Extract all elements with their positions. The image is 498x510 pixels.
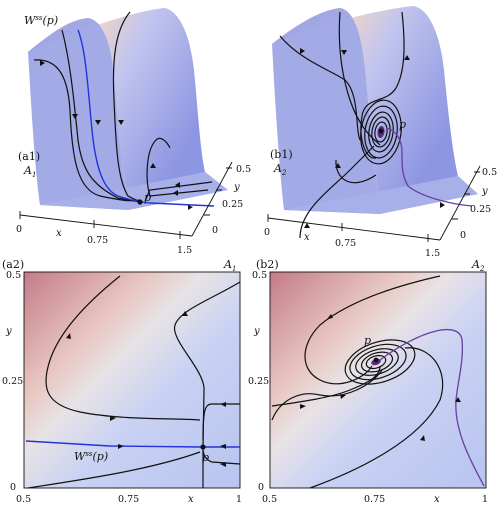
attractor-label-a1: A1 bbox=[23, 164, 36, 179]
panel-b1: (b1) A2 p 0 0.75 1.5 x 0 0.25 0.5 y bbox=[264, 6, 497, 259]
attractor-label-a2: A1 bbox=[223, 258, 236, 273]
y-tick-b2-2: 0.5 bbox=[252, 270, 267, 281]
panel-tag-a1: (a1) bbox=[18, 150, 40, 163]
plane-b2 bbox=[270, 272, 486, 488]
orbit-b2-3 bbox=[309, 347, 444, 489]
y-axis-b1 bbox=[439, 165, 481, 241]
p-label-a1: p bbox=[144, 191, 151, 204]
plane-a2 bbox=[24, 272, 240, 488]
p-label-b1: p bbox=[399, 118, 406, 131]
y-axis-a1 bbox=[191, 161, 233, 237]
x-tick-a1-1: 0.75 bbox=[87, 235, 108, 246]
orbit-a2-3 bbox=[202, 403, 240, 441]
panel-tag-a2: (a2) bbox=[2, 258, 24, 271]
panel-b2: (b2) A2 p 0 0.25 0.5 y 0.5 0.75 x 1 bbox=[248, 258, 488, 505]
x-tick-a2-1: 0.75 bbox=[118, 494, 139, 505]
orbit-b1-2 bbox=[360, 11, 405, 159]
x-label-b1: x bbox=[304, 232, 310, 243]
y-tick-a2-1: 0.25 bbox=[2, 376, 23, 387]
y-label-a1: y bbox=[233, 182, 240, 193]
surface-a1 bbox=[28, 8, 205, 196]
attractor-label-b2: A2 bbox=[471, 258, 485, 273]
x-tick-a2-0: 0.5 bbox=[16, 494, 31, 505]
x-tick-b2-0: 0.5 bbox=[262, 494, 277, 505]
x-axis-a1 bbox=[19, 214, 193, 237]
point-p-b1 bbox=[378, 128, 384, 134]
y-tick-a1-2: 0.5 bbox=[236, 164, 251, 175]
y-tick-a2-0: 0 bbox=[10, 482, 16, 493]
panel-a1: Wss(p) (a1) A1 p 0 0.75 1.5 x 0 0.25 0.5… bbox=[16, 8, 251, 256]
orbit-a2-5 bbox=[27, 451, 201, 489]
surface-a1-base bbox=[28, 18, 228, 210]
x-axis-b1 bbox=[267, 217, 441, 241]
orbit-b1-purple bbox=[385, 127, 473, 207]
x-label-b2: x bbox=[434, 494, 440, 505]
y-tick-a2-2: 0.5 bbox=[6, 270, 21, 281]
y-tick-a1-1: 0.25 bbox=[222, 199, 243, 210]
orbit-a2-2 bbox=[174, 281, 241, 447]
x-tick-a1-2: 1.5 bbox=[177, 245, 192, 256]
x-label-a2: x bbox=[188, 494, 194, 505]
orbit-b2-purple bbox=[379, 328, 485, 487]
x-tick-b1-1: 0.75 bbox=[335, 238, 356, 249]
y-tick-b2-0: 0 bbox=[258, 482, 264, 493]
p-label-b2: p bbox=[364, 334, 371, 347]
x-tick-b1-2: 1.5 bbox=[425, 248, 440, 259]
orbit-b2-4 bbox=[271, 369, 383, 421]
spiral-b2 bbox=[344, 339, 416, 385]
surface-b1 bbox=[272, 6, 458, 196]
y-tick-b1-1: 0.25 bbox=[470, 204, 491, 215]
panel-tag-b1: (b1) bbox=[270, 148, 293, 161]
orbit-a2-1 bbox=[45, 275, 201, 421]
x-tick-b2-2: 1 bbox=[482, 494, 488, 505]
orbit-b1-5 bbox=[335, 159, 377, 184]
y-label-b1: y bbox=[481, 186, 488, 197]
y-label-a2: y bbox=[5, 326, 12, 337]
orbit-a2-wss bbox=[25, 440, 240, 448]
x-tick-b2-1: 0.75 bbox=[364, 494, 385, 505]
y-tick-a1-0: 0 bbox=[212, 225, 218, 236]
y-tick-b2-1: 0.25 bbox=[248, 376, 269, 387]
orbit-b2-1 bbox=[304, 275, 441, 385]
orbit-a1-2 bbox=[61, 29, 141, 203]
orbit-a1-5 bbox=[144, 181, 213, 202]
x-label-a1: x bbox=[56, 228, 62, 239]
y-tick-b1-2: 0.5 bbox=[482, 167, 497, 178]
x-tick-a1-0: 0 bbox=[16, 224, 22, 235]
point-p-a1 bbox=[137, 199, 143, 205]
orbit-b1-4 bbox=[299, 145, 375, 239]
y-tick-b1-0: 0 bbox=[460, 230, 466, 241]
point-p-b2 bbox=[373, 357, 379, 363]
x-tick-b1-0: 0 bbox=[264, 227, 270, 238]
p-label-a2: p bbox=[202, 451, 209, 464]
orbit-a1-wss bbox=[77, 29, 215, 207]
orbit-a1-4 bbox=[146, 137, 209, 197]
attractor-label-b1: A2 bbox=[273, 162, 287, 177]
surface-b1-base bbox=[272, 8, 478, 214]
panel-tag-b2: (b2) bbox=[256, 258, 279, 271]
orbit-a1-1 bbox=[33, 59, 141, 202]
orbit-a1-3 bbox=[112, 11, 141, 203]
wss-label-a1: Wss(p) bbox=[24, 14, 58, 27]
x-tick-a2-2: 1 bbox=[236, 494, 242, 505]
y-label-b2: y bbox=[253, 326, 260, 337]
wss-label-a2: Wss(p) bbox=[74, 450, 108, 463]
point-p-a2 bbox=[200, 444, 206, 450]
panel-a2: (a2) A1 Wss(p) p 0 0.25 0.5 y 0.5 0.75 x… bbox=[2, 258, 242, 505]
